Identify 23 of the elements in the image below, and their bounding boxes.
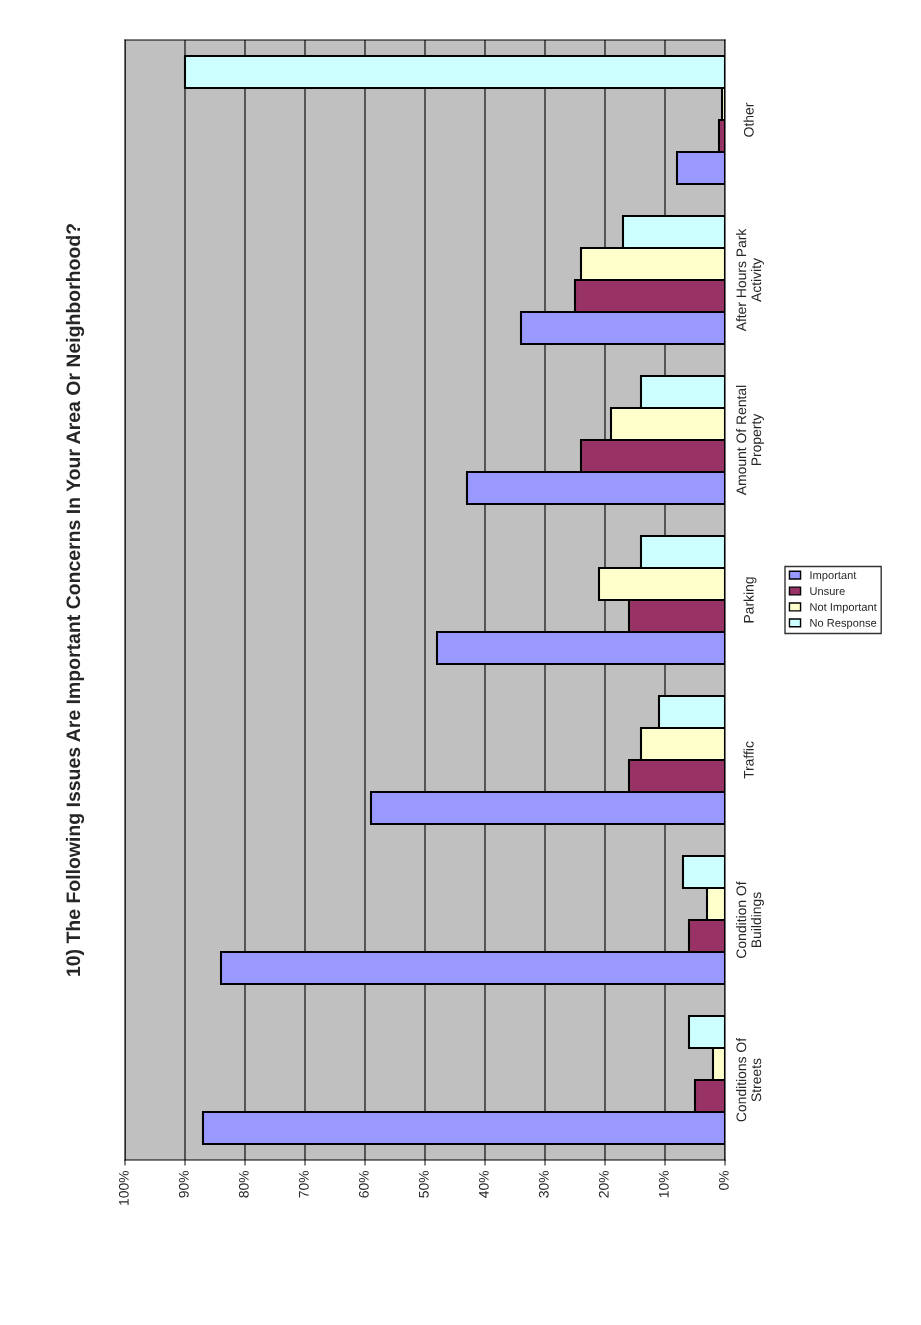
- y-tick-label: Other: [743, 102, 754, 137]
- y-tick-label: Traffic: [743, 741, 754, 779]
- legend-label: Not Important: [810, 603, 877, 614]
- x-tick-label: 80%: [238, 1170, 249, 1198]
- x-tick-label: 50%: [418, 1170, 429, 1198]
- y-tick-label: Condition Of Buildings: [736, 881, 764, 958]
- legend-label: Unsure: [810, 587, 845, 596]
- legend-label: Important: [810, 571, 857, 582]
- x-tick-label: 60%: [358, 1170, 369, 1198]
- x-tick-label: 10%: [658, 1170, 669, 1198]
- x-tick-label: 100%: [118, 1170, 129, 1205]
- legend-label: No Response: [810, 619, 877, 630]
- y-tick-label: Amount Of Rental Property: [736, 385, 764, 496]
- x-tick-label: 30%: [538, 1170, 549, 1198]
- text: 10) The Following Issues Are Important Concerns In Your Area Or Neighborhood?: [65, 224, 85, 976]
- x-tick-label: 70%: [298, 1170, 309, 1198]
- y-tick-label: Conditions Of Streets: [736, 1037, 762, 1122]
- y-tick-label: After Hours Park Activity: [736, 228, 764, 332]
- x-tick-label: 90%: [178, 1170, 189, 1198]
- x-tick-label: 40%: [478, 1170, 489, 1198]
- x-tick-label: 0%: [718, 1170, 729, 1190]
- x-tick-label: 20%: [598, 1170, 609, 1198]
- y-tick-label: Parking: [743, 577, 757, 623]
